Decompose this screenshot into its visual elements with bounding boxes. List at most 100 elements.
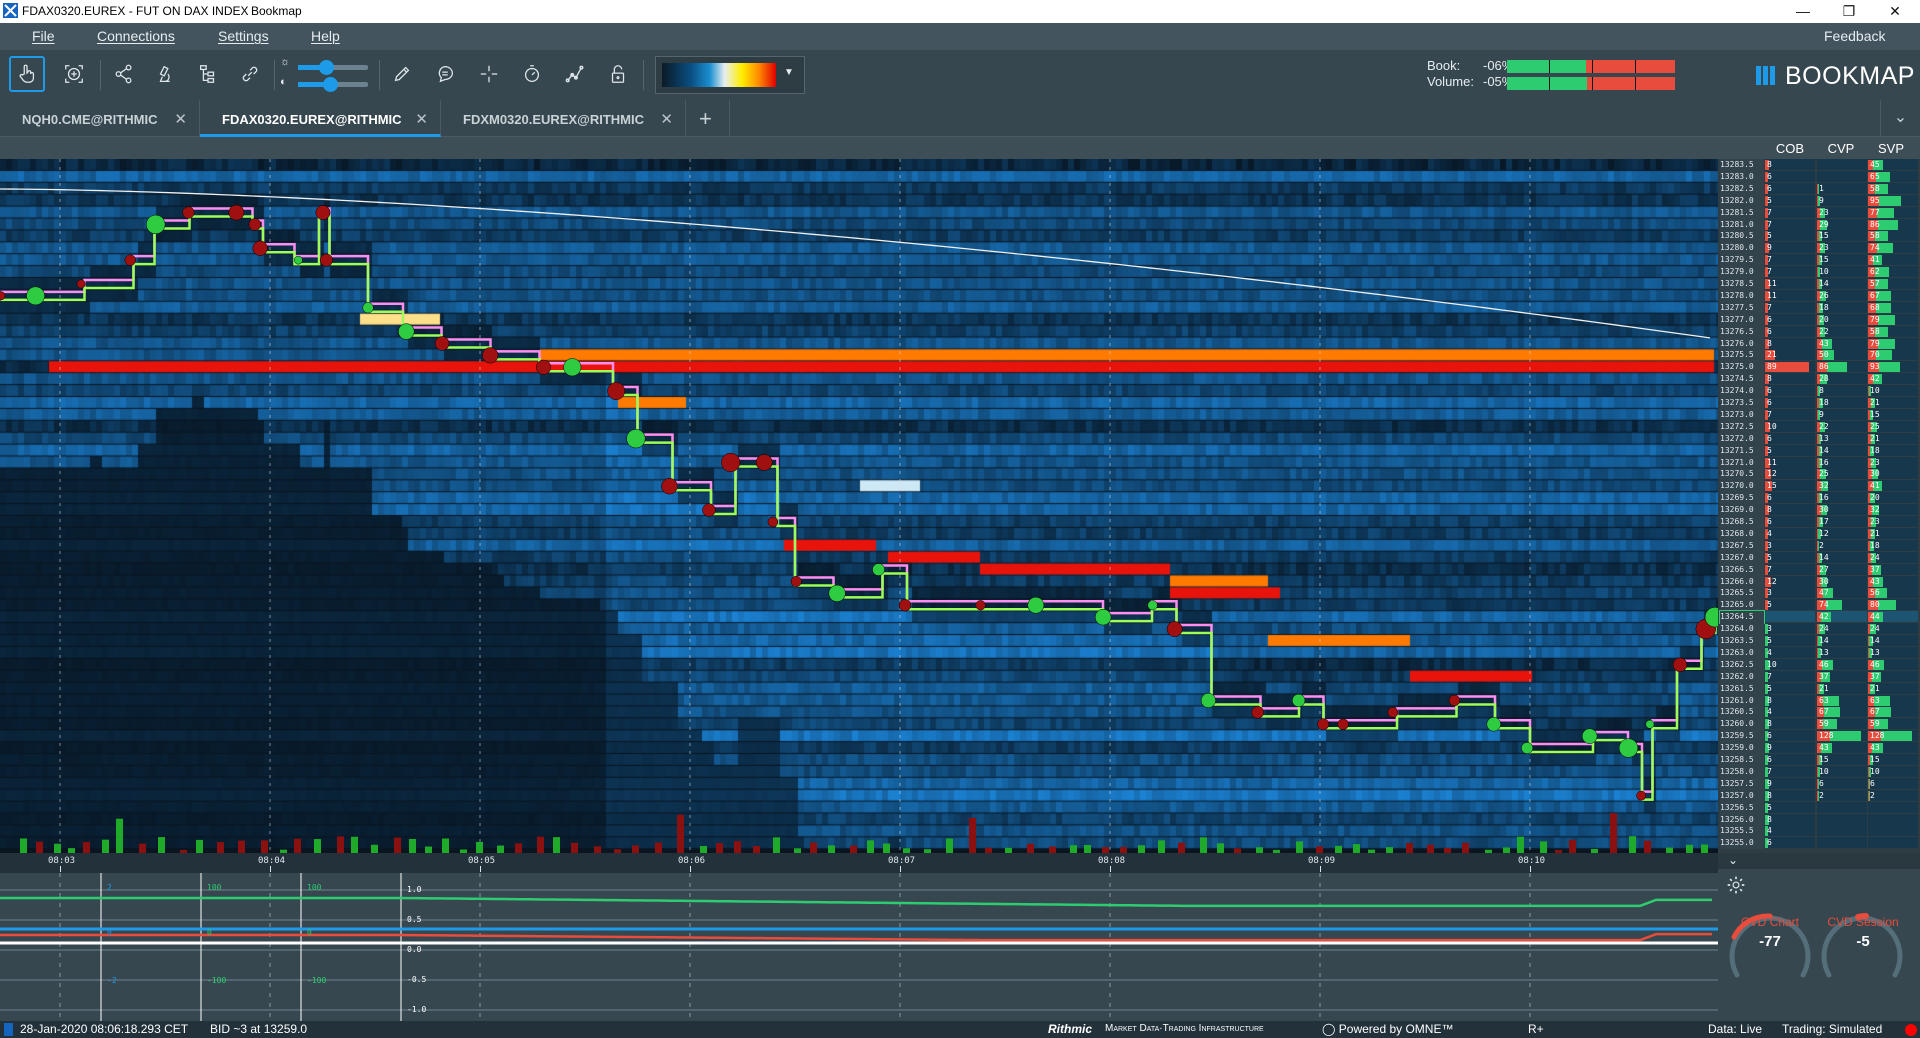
tab-nqh0[interactable]: NQH0.CME@RITHMIC ✕ [0, 100, 200, 137]
menu-settings[interactable]: Settings [218, 28, 269, 44]
add-tab-button[interactable]: + [686, 100, 730, 137]
ladder-row[interactable]: 13269.0 8 30 32 [1718, 504, 1920, 517]
cob-header[interactable]: COB [1775, 141, 1805, 156]
cvp-header[interactable]: CVP [1827, 141, 1855, 156]
ladder-row[interactable]: 13279.0 7 10 62 [1718, 266, 1920, 279]
gear-icon[interactable] [1726, 875, 1746, 895]
ladder-row[interactable]: 13261.0 8 63 63 [1718, 694, 1920, 707]
ladder-row[interactable]: 13268.0 4 12 21 [1718, 527, 1920, 540]
ladder-row[interactable]: 13263.0 4 13 13 [1718, 646, 1920, 659]
chart-dots-icon[interactable] [557, 56, 593, 92]
ladder-row[interactable]: 13273.5 6 18 21 [1718, 397, 1920, 409]
ladder-row[interactable]: 13276.5 6 22 58 [1718, 325, 1920, 338]
info-icon[interactable] [4, 1023, 13, 1036]
ladder-row[interactable]: 13256.5 5 [1718, 801, 1920, 814]
brightness-knob[interactable] [319, 60, 334, 75]
ladder-row[interactable]: 13269.5 6 16 20 [1718, 492, 1920, 505]
ladder-row[interactable]: 13278.5 11 14 57 [1718, 278, 1920, 290]
contrast-slider[interactable] [298, 77, 368, 92]
close-tab-icon[interactable]: ✕ [660, 111, 673, 128]
hand-pointer-icon[interactable] [9, 56, 45, 92]
ladder-row[interactable]: 13264.0 3 24 24 [1718, 623, 1920, 636]
ladder-row[interactable]: 13257.0 8 2 2 [1718, 789, 1920, 802]
stopwatch-icon[interactable] [514, 56, 550, 92]
ladder-row[interactable]: 13272.0 6 13 21 [1718, 432, 1920, 445]
ladder-row[interactable]: 13258.0 7 10 10 [1718, 765, 1920, 778]
ladder-row[interactable]: 13279.5 7 15 41 [1718, 254, 1920, 267]
ladder-row[interactable]: 13267.5 3 2 18 [1718, 539, 1920, 552]
minimize-icon[interactable]: — [1796, 3, 1810, 19]
ladder-row[interactable]: 13256.0 8 [1718, 813, 1920, 826]
ladder-row[interactable]: 13281.0 7 29 86 [1718, 218, 1920, 231]
feedback-link[interactable]: Feedback [1824, 28, 1886, 44]
ladder-row[interactable]: 13262.0 7 37 37 [1718, 670, 1920, 683]
menu-connections[interactable]: Connections [97, 28, 175, 44]
link-icon[interactable] [232, 56, 268, 92]
tab-fdax0320[interactable]: FDAX0320.EUREX@RITHMIC ✕ [200, 100, 441, 137]
ladder-row[interactable]: 13266.5 7 27 37 [1718, 563, 1920, 576]
caret-down-icon[interactable]: ▼ [784, 67, 794, 78]
ladder-row[interactable]: 13283.0 6 65 [1718, 170, 1920, 183]
ladder-row[interactable]: 13263.5 5 14 14 [1718, 635, 1920, 647]
svp-header[interactable]: SVP [1877, 141, 1904, 156]
close-tab-icon[interactable]: ✕ [415, 111, 428, 128]
ladder-row[interactable]: 13265.5 3 47 56 [1718, 587, 1920, 600]
ladder-row[interactable]: 13271.5 5 14 18 [1718, 444, 1920, 457]
ladder-row[interactable]: 13265.0 5 74 80 [1718, 599, 1920, 612]
ladder-row[interactable]: 13255.0 6 [1718, 837, 1920, 850]
ladder-row[interactable]: 13282.0 5 9 95 [1718, 194, 1920, 207]
ladder-row[interactable]: 13278.0 11 26 67 [1718, 289, 1920, 302]
chat-icon[interactable] [427, 56, 463, 92]
zoom-fit-icon[interactable] [56, 56, 92, 92]
ladder-row[interactable]: 13276.0 8 43 79 [1718, 337, 1920, 350]
ladder-row[interactable]: 13257.5 9 6 6 [1718, 777, 1920, 790]
ladder-row[interactable]: 13266.0 12 30 43 [1718, 575, 1920, 588]
ladder-row[interactable]: 13283.5 8 45 [1718, 159, 1920, 171]
restore-icon[interactable]: ❐ [1842, 3, 1856, 19]
heatmap-chart[interactable] [0, 159, 1718, 853]
close-tab-icon[interactable]: ✕ [174, 111, 187, 128]
ladder-row[interactable]: 13277.5 7 18 68 [1718, 301, 1920, 314]
microscope-icon[interactable] [148, 56, 184, 92]
ladder-row[interactable]: 13255.5 4 [1718, 825, 1920, 838]
ladder-row[interactable]: 13274.0 6 8 10 [1718, 385, 1920, 398]
chevron-down-icon[interactable]: ⌄ [1880, 100, 1920, 137]
ladder-row[interactable]: 13260.5 4 67 67 [1718, 706, 1920, 719]
ladder-row[interactable]: 13264.5 42 44 [1718, 610, 1920, 625]
menu-help[interactable]: Help [311, 28, 340, 44]
hierarchy-icon[interactable] [190, 56, 226, 92]
ladder-row[interactable]: 13275.0 89 86 93 [1718, 361, 1920, 374]
crosshair-icon[interactable] [471, 56, 507, 92]
menu-file[interactable]: File [32, 28, 55, 44]
ladder-row[interactable]: 13271.0 11 16 23 [1718, 456, 1920, 469]
ladder-row[interactable]: 13270.5 12 25 30 [1718, 468, 1920, 481]
brightness-slider[interactable] [298, 60, 368, 75]
ladder-row[interactable]: 13282.5 6 1 58 [1718, 182, 1920, 195]
ladder-row[interactable]: 13274.5 8 28 42 [1718, 373, 1920, 386]
ladder-row[interactable]: 13272.5 10 22 25 [1718, 420, 1920, 433]
ladder-row[interactable]: 13267.0 5 14 24 [1718, 551, 1920, 564]
ladder-row[interactable]: 13280.0 9 23 74 [1718, 242, 1920, 255]
ladder-row[interactable]: 13259.0 9 43 43 [1718, 742, 1920, 755]
ladder-row[interactable]: 13260.0 8 59 59 [1718, 718, 1920, 731]
ladder-row[interactable]: 13262.5 10 46 46 [1718, 658, 1920, 671]
share-nodes-icon[interactable] [106, 56, 142, 92]
close-icon[interactable]: ✕ [1889, 3, 1901, 19]
colormap-dropdown[interactable]: ▼ [655, 56, 805, 94]
price-ladder[interactable]: 13283.5 8 45 13283.0 6 65 13282.5 6 1 58 13282.0 5 9… [1718, 159, 1920, 853]
ladder-row[interactable]: 13270.0 15 32 41 [1718, 480, 1920, 493]
ladder-row[interactable]: 13259.5 6 128 128 [1718, 730, 1920, 743]
contrast-knob[interactable] [322, 77, 338, 92]
ladder-row[interactable]: 13261.5 5 21 21 [1718, 682, 1920, 695]
chevron-down-icon[interactable]: ⌄ [1718, 853, 1920, 869]
ladder-row[interactable]: 13258.5 6 15 15 [1718, 754, 1920, 766]
ladder-row[interactable]: 13280.5 5 15 58 [1718, 230, 1920, 243]
cvd-indicator-pane[interactable]: 2 0 -2 100 0 -100 100 0 -100 1.0 0.5 0.0 -0.5 -1.0 [0, 873, 1718, 1021]
ladder-row[interactable]: 13273.0 7 9 15 [1718, 408, 1920, 421]
lock-icon[interactable] [600, 56, 636, 92]
ladder-row[interactable]: 13281.5 7 23 77 [1718, 206, 1920, 219]
ladder-row[interactable]: 13275.5 21 50 70 [1718, 349, 1920, 362]
ladder-row[interactable]: 13277.0 6 20 79 [1718, 313, 1920, 326]
tab-fdxm0320[interactable]: FDXM0320.EUREX@RITHMIC ✕ [441, 100, 686, 137]
pencil-icon[interactable] [384, 56, 420, 92]
